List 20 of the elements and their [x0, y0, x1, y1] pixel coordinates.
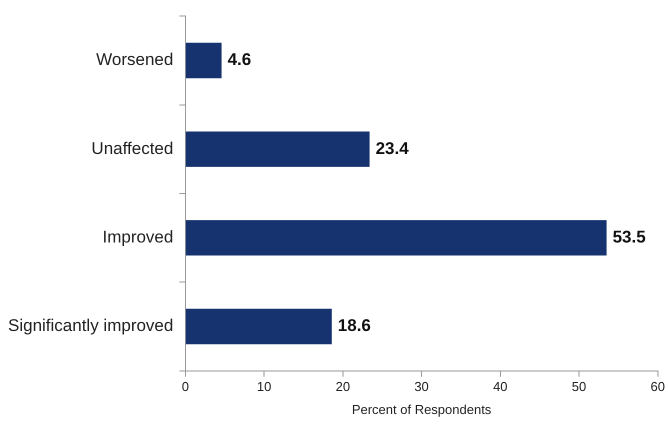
bar — [186, 308, 332, 344]
y-tick-label: Significantly improved — [8, 316, 174, 336]
y-tick-label: Worsened — [96, 50, 174, 70]
data-label: 4.6 — [228, 50, 252, 70]
data-label: 23.4 — [376, 138, 410, 158]
data-label: 18.6 — [338, 316, 371, 336]
x-tick-label: 10 — [256, 379, 272, 394]
x-tick-label: 50 — [572, 379, 586, 394]
bar — [186, 42, 222, 78]
x-tick-label: 60 — [650, 379, 666, 394]
x-tick-label: 20 — [336, 379, 350, 394]
bar — [186, 220, 607, 256]
bar — [186, 131, 370, 167]
y-tick-label: Unaffected — [91, 138, 174, 158]
x-tick-label: 0 — [182, 379, 189, 394]
y-tick-label: Improved — [102, 228, 174, 247]
data-label: 53.5 — [612, 228, 646, 247]
x-axis-title: Percent of Respondents — [352, 402, 492, 417]
x-tick-label: 30 — [414, 379, 429, 394]
x-tick-label: 40 — [493, 379, 508, 394]
